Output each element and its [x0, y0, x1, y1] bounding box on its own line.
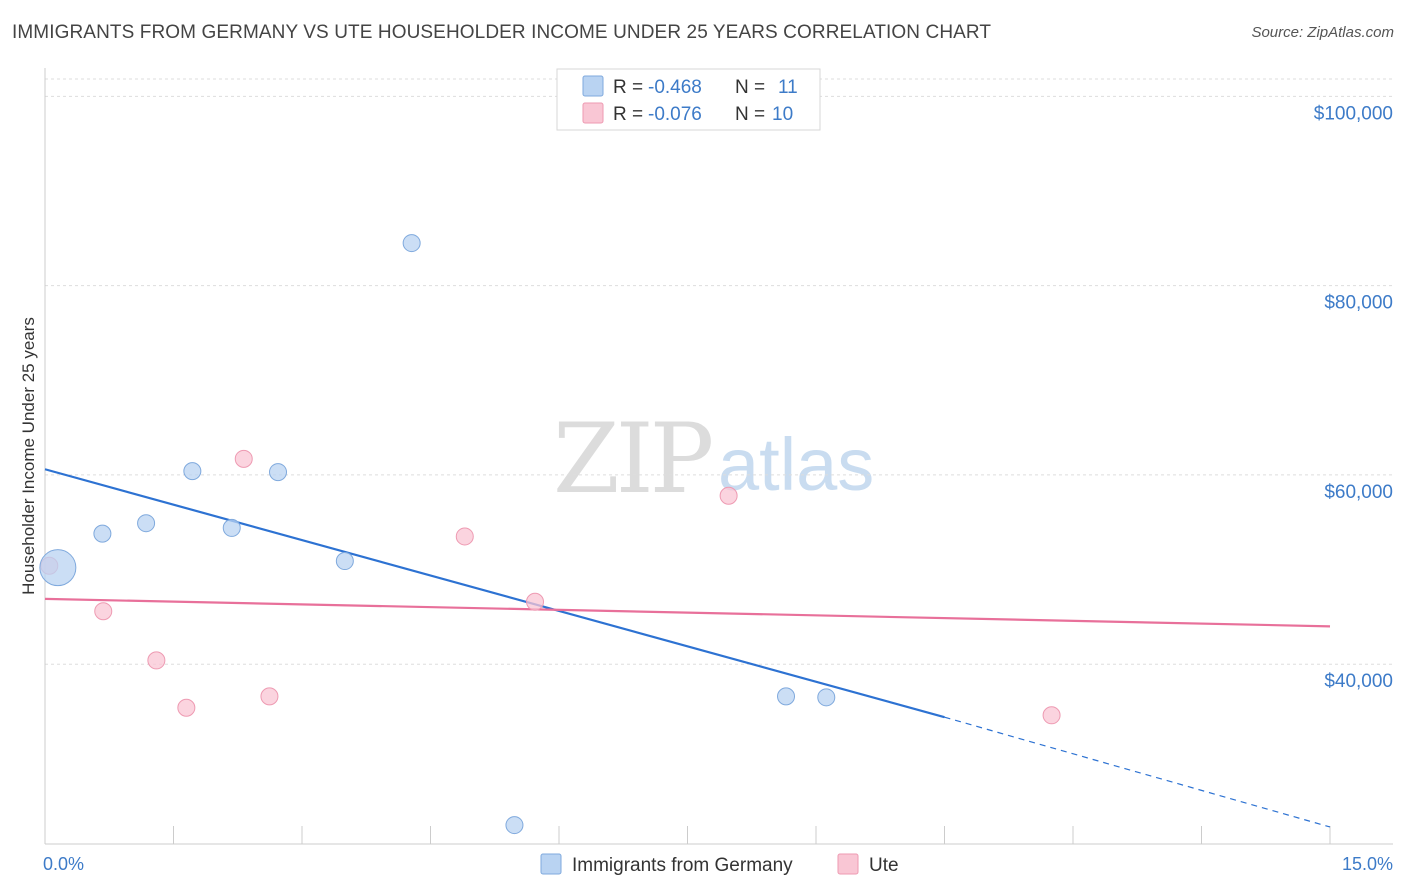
y-tick-label: $80,000: [1324, 293, 1393, 314]
series-legend-swatch-ute: [837, 853, 859, 875]
trend-line-ute: [44, 597, 1331, 628]
trend-line-germany-extrapolated: [944, 716, 1331, 828]
y-axis-label: Householder Income Under 25 years: [19, 317, 38, 595]
watermark-zip: ZIP: [553, 403, 712, 515]
series-legend-label-ute: Ute: [869, 855, 899, 876]
point-ute: [177, 698, 196, 717]
x-tick-label: 0.0%: [43, 854, 84, 874]
point-germany: [39, 549, 77, 587]
y-tick-label: $40,000: [1324, 671, 1393, 692]
legend-r-label-germany: R =: [613, 77, 643, 98]
point-germany: [183, 462, 202, 481]
point-germany: [505, 816, 524, 835]
legend-n-value-germany: 11: [778, 77, 798, 98]
point-ute: [455, 527, 474, 546]
point-ute: [526, 592, 545, 611]
point-germany: [269, 463, 288, 482]
point-ute: [1042, 706, 1061, 725]
y-tick-label: $60,000: [1324, 482, 1393, 503]
axes: $40,000 $60,000 $80,000 $100,000 0.0% 15.0%: [43, 68, 1393, 874]
point-germany: [817, 688, 836, 707]
legend-n-label-ute: N =: [735, 104, 765, 125]
legend-r-value-germany: -0.468: [648, 77, 702, 98]
point-ute: [234, 449, 253, 468]
point-germany: [335, 552, 354, 571]
legend-n-value-ute: 10: [772, 104, 793, 125]
x-tick-label: 15.0%: [1342, 854, 1393, 874]
chart-title: IMMIGRANTS FROM GERMANY VS UTE HOUSEHOLD…: [12, 22, 992, 43]
gridlines: [45, 78, 1393, 665]
point-germany: [137, 514, 156, 533]
legend-swatch-ute: [582, 102, 604, 124]
trend-lines: [44, 468, 1331, 828]
legend-r-label-ute: R =: [613, 104, 643, 125]
y-tick-label: $100,000: [1314, 103, 1393, 124]
legend-swatch-germany: [582, 75, 604, 97]
point-ute: [719, 486, 738, 505]
point-germany: [222, 518, 241, 537]
point-ute: [147, 651, 166, 670]
series-legend-swatch-germany: [540, 853, 562, 875]
stats-legend: R = -0.468 N = 11 R = -0.076 N = 10: [556, 68, 821, 131]
watermark: ZIP atlas: [553, 403, 874, 515]
point-germany: [93, 524, 112, 543]
watermark-atlas: atlas: [718, 423, 874, 506]
point-germany: [777, 687, 796, 706]
point-germany: [402, 234, 421, 253]
source-credit: Source: ZipAtlas.com: [1251, 24, 1394, 41]
point-ute: [94, 602, 113, 621]
point-ute: [260, 687, 279, 706]
series-legend-label-germany: Immigrants from Germany: [572, 855, 793, 876]
data-points: [39, 234, 1061, 835]
series-legend: Immigrants from Germany Ute: [540, 853, 899, 876]
legend-r-value-ute: -0.076: [648, 104, 702, 125]
legend-n-label-germany: N =: [735, 77, 765, 98]
trend-line-germany: [44, 468, 945, 719]
